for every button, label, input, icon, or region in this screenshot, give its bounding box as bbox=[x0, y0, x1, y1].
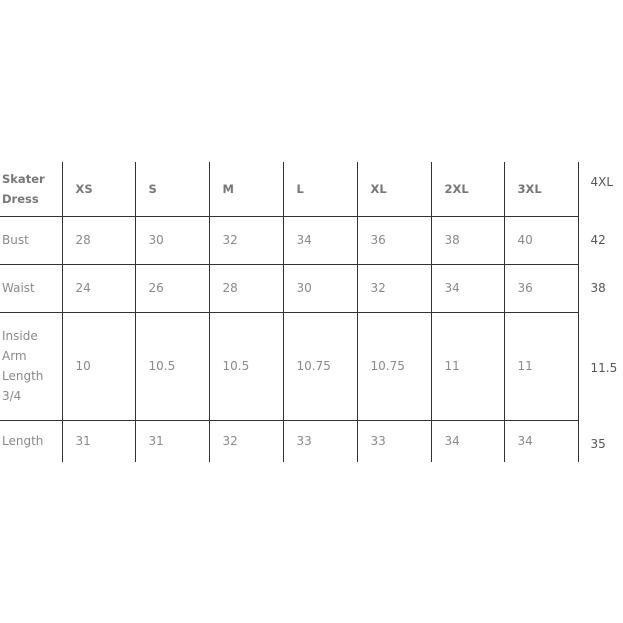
size-header: L bbox=[283, 162, 358, 216]
table-cell: 10.75 bbox=[357, 311, 432, 420]
size-chart-table: Skater Dress XS S M L XL 2XL 3XL 4XL Bust 28 30 32 34… bbox=[0, 162, 623, 462]
table-row: Bust 28 30 32 34 36 38 40 42 bbox=[0, 215, 623, 264]
table-cell: 34 bbox=[431, 419, 505, 462]
table-cell: 34 bbox=[283, 215, 358, 264]
table-cell: 28 bbox=[209, 263, 284, 312]
size-header: XL bbox=[357, 162, 432, 216]
table-cell: 10.5 bbox=[135, 311, 210, 420]
row-label: Inside Arm Length 3/4 bbox=[0, 311, 63, 420]
row-label: Bust bbox=[0, 215, 63, 264]
table-cell: 10.5 bbox=[209, 311, 284, 420]
table-row: Length 31 31 32 33 33 34 34 35 bbox=[0, 419, 623, 462]
table-cell: 32 bbox=[357, 263, 432, 312]
table-cell: 10 bbox=[62, 311, 136, 420]
row-label: Waist bbox=[0, 263, 63, 312]
table-cell: 33 bbox=[357, 419, 432, 462]
table-title: Skater Dress bbox=[0, 162, 63, 216]
table-cell: 34 bbox=[431, 263, 505, 312]
table-cell: 31 bbox=[62, 419, 136, 462]
size-header: M bbox=[209, 162, 284, 216]
table-row: Inside Arm Length 3/4 10 10.5 10.5 10.75 10.7… bbox=[0, 311, 623, 420]
table-cell: 32 bbox=[209, 215, 284, 264]
table-cell: 42 bbox=[590, 233, 606, 247]
table-cell: 40 bbox=[504, 215, 579, 264]
table-cell: 10.75 bbox=[283, 311, 358, 420]
table-cell: 34 bbox=[504, 419, 579, 462]
table-cell: 35 bbox=[590, 437, 606, 451]
size-header: 2XL bbox=[431, 162, 505, 216]
size-header: S bbox=[135, 162, 210, 216]
table-row: Waist 24 26 28 30 32 34 36 38 bbox=[0, 263, 623, 312]
size-header: XS bbox=[62, 162, 136, 216]
table-cell: 11 bbox=[431, 311, 505, 420]
table-cell: 28 bbox=[62, 215, 136, 264]
size-header: 4XL bbox=[590, 175, 614, 189]
table-cell: 31 bbox=[135, 419, 210, 462]
header-row: Skater Dress XS S M L XL 2XL 3XL 4XL bbox=[0, 162, 623, 216]
table-cell: 36 bbox=[357, 215, 432, 264]
table-cell: 30 bbox=[283, 263, 358, 312]
row-label: Length bbox=[0, 419, 63, 462]
table-cell: 11.5 bbox=[590, 361, 618, 375]
table-cell: 33 bbox=[283, 419, 358, 462]
table-cell: 30 bbox=[135, 215, 210, 264]
table-cell: 11 bbox=[504, 311, 579, 420]
table-cell: 36 bbox=[504, 263, 579, 312]
table-cell: 38 bbox=[590, 281, 606, 295]
table-cell: 32 bbox=[209, 419, 284, 462]
table-cell: 38 bbox=[431, 215, 505, 264]
size-header: 3XL bbox=[504, 162, 579, 216]
table-cell: 26 bbox=[135, 263, 210, 312]
table-cell: 24 bbox=[62, 263, 136, 312]
